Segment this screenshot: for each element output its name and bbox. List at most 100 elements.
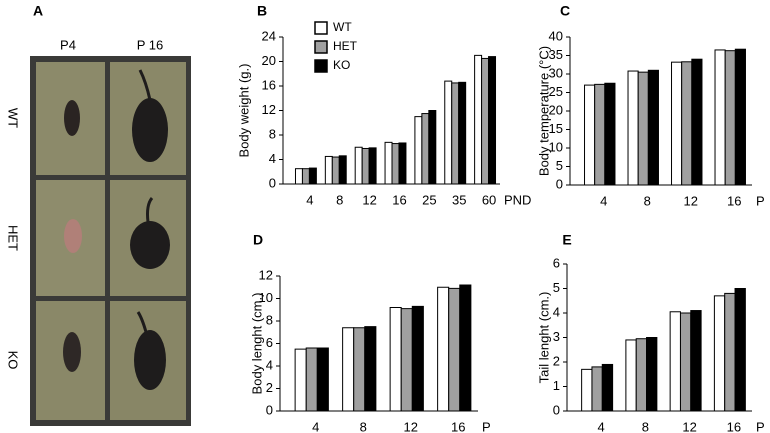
bar [724,50,736,186]
y-tick-label: 6 [553,255,560,270]
x-axis-label: P [756,193,765,208]
bar [305,347,318,412]
legend-swatch [314,40,328,54]
bar [294,168,303,185]
bar [669,311,681,412]
bar [591,366,603,412]
bar [625,339,637,412]
y-tick-label: 15 [549,121,563,136]
x-tick-label: 8 [644,193,651,208]
mouse [130,221,170,269]
x-tick-label: 16 [392,192,406,207]
mouse-tail [146,197,154,223]
bar [331,156,340,185]
y-tick-label: 4 [269,151,276,166]
x-tick-label: 16 [727,193,741,208]
bar [713,295,726,412]
bar [714,49,726,186]
x-tick-label: 12 [362,192,376,207]
bar [444,80,453,185]
row-label: KO [6,351,21,370]
y-tick-label: 25 [549,84,563,99]
mouse-tail [138,69,152,101]
y-tick-label: 40 [549,28,563,43]
y-tick-label: 0 [556,176,563,191]
photo-panel: A P4 P 16 WT HET KO [6,3,191,426]
x-tick-label: 4 [598,419,605,433]
bar [451,82,460,185]
y-tick-label: 3 [553,329,560,344]
x-tick-label: 4 [306,192,313,207]
x-axis-label: PND [504,192,531,207]
y-axis-label: Tail lenght (cm.) [536,292,551,384]
y-tick-label: 2 [266,380,273,395]
panel-letter: B [257,3,267,19]
legend-label: WT [333,20,352,34]
legend-swatch [314,21,328,35]
bar [421,113,430,185]
y-tick-label: 0 [553,402,560,417]
y-tick-label: 16 [262,77,276,92]
mouse [63,332,81,372]
y-tick-label: 5 [553,280,560,295]
bar [324,155,333,185]
bar [364,326,377,412]
x-tick-label: 12 [404,419,418,433]
y-tick-label: 10 [549,139,563,154]
bar [724,292,736,412]
x-tick-label: 60 [482,192,496,207]
bar [637,71,649,186]
mouse [64,100,80,136]
y-tick-label: 8 [266,312,273,327]
column-label: P4 [60,37,76,52]
x-tick-label: 12 [684,193,698,208]
bar [411,305,424,412]
legend-label: HET [333,39,358,53]
bar [488,56,497,185]
bar [646,337,658,412]
y-axis-label: Body lenght (cm.) [249,293,264,395]
x-tick-label: 8 [360,419,367,433]
bar [594,83,606,186]
bar [353,327,366,412]
bar [389,307,402,412]
mouse [132,98,168,162]
y-tick-label: 30 [549,65,563,80]
y-tick-label: 10 [259,290,273,305]
mouse [64,219,82,253]
bar [342,327,355,412]
bar [481,57,490,185]
bar [681,61,693,186]
y-tick-label: 12 [259,267,273,282]
bar [584,84,596,186]
bar [398,142,407,185]
y-tick-label: 8 [269,126,276,141]
x-tick-label: 25 [422,192,436,207]
row-label: WT [6,108,21,128]
x-tick-label: 4 [312,419,319,433]
mouse [134,330,166,390]
bar [604,82,616,186]
x-tick-label: 4 [600,193,607,208]
bar [458,81,467,185]
panel-letter: D [253,232,263,248]
panel-letter: A [33,3,43,19]
bar [671,61,683,186]
x-tick-label: 35 [452,192,466,207]
bar [734,48,746,186]
bar [308,167,317,185]
bar [338,155,347,185]
y-axis-label: Body weight (g.) [236,64,251,158]
x-tick-label: 16 [727,419,741,433]
bar [294,348,307,412]
bar [690,310,702,412]
y-tick-label: 2 [553,353,560,368]
bar [627,70,639,186]
bar [474,54,483,185]
mouse-tail [136,311,148,333]
bar [384,141,393,185]
x-tick-label: 8 [336,192,343,207]
bar [368,147,377,185]
column-label: P 16 [137,37,164,52]
